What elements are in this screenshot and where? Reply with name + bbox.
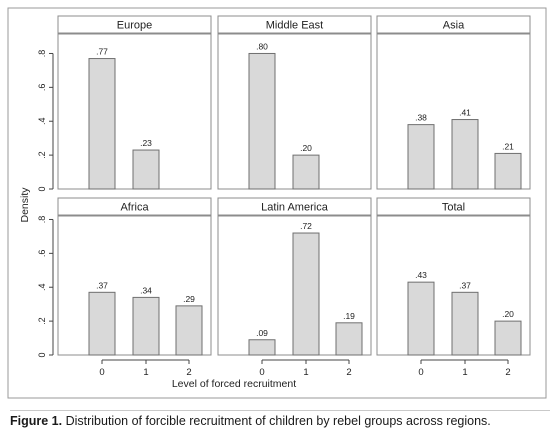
panel-title-box-latin-america xyxy=(217,197,372,216)
figure-caption-text: Distribution of forcible recruitment of … xyxy=(65,414,491,428)
bar-label-latin-america-1: .72 xyxy=(300,221,312,231)
x-tick-label-col3-0: 0 xyxy=(418,367,423,378)
panel-title-asia: Asia xyxy=(443,20,465,32)
bar-asia-0 xyxy=(407,124,435,190)
bar-label-total-2: .20 xyxy=(502,309,514,319)
panel-title-box-total xyxy=(376,197,531,216)
bar-label-europe-1: .23 xyxy=(140,138,152,148)
x-tick-label-col1-2: 2 xyxy=(186,367,191,378)
bar-label-europe-0: .77 xyxy=(96,47,108,57)
bar-latin-america-1 xyxy=(292,232,320,356)
x-tick-label-col2-1: 1 xyxy=(303,367,308,378)
bar-latin-america-2 xyxy=(335,322,363,356)
y-tick-label-row1: .2 xyxy=(37,151,47,159)
x-tick-label-col3-2: 2 xyxy=(505,367,510,378)
y-tick-label-row2: .6 xyxy=(37,250,47,258)
y-tick-label-row2: .2 xyxy=(37,317,47,325)
bar-asia-2 xyxy=(494,152,522,190)
bar-label-asia-1: .41 xyxy=(459,108,471,118)
y-tick-label-row2: 0 xyxy=(37,352,47,357)
bar-label-middle-east-1: .20 xyxy=(300,143,312,153)
x-tick-label-col2-2: 2 xyxy=(346,367,351,378)
bar-label-africa-0: .37 xyxy=(96,280,108,290)
bar-africa-1 xyxy=(132,296,160,356)
bar-label-total-1: .37 xyxy=(459,280,471,290)
bar-label-latin-america-2: .19 xyxy=(343,311,355,321)
bar-middle-east-0 xyxy=(248,52,276,190)
x-tick-label-col1-0: 0 xyxy=(99,367,104,378)
bar-africa-0 xyxy=(88,291,116,356)
bar-asia-1 xyxy=(451,119,479,190)
bar-label-total-0: .43 xyxy=(415,270,427,280)
caption-divider xyxy=(10,410,550,411)
figure-caption: Figure 1. Distribution of forcible recru… xyxy=(10,414,550,428)
y-tick-label-row1: .6 xyxy=(37,84,47,92)
bar-total-0 xyxy=(407,281,435,356)
panel-title-total: Total xyxy=(442,202,465,214)
bar-latin-america-0 xyxy=(248,339,276,356)
bar-middle-east-1 xyxy=(292,154,320,190)
bar-total-1 xyxy=(451,291,479,356)
y-tick-label-row2: .4 xyxy=(37,283,47,291)
y-tick-label-row2: .8 xyxy=(37,216,47,224)
panel-title-box-asia xyxy=(376,15,531,34)
bar-label-asia-2: .21 xyxy=(502,141,514,151)
bar-europe-0 xyxy=(88,58,116,190)
figure-label: Figure 1. xyxy=(10,414,63,428)
bar-label-africa-1: .34 xyxy=(140,285,152,295)
panel-title-africa: Africa xyxy=(120,202,149,214)
panel-title-europe: Europe xyxy=(117,20,152,32)
bar-europe-1 xyxy=(132,149,160,190)
bar-label-asia-0: .38 xyxy=(415,113,427,123)
y-tick-label-row1: 0 xyxy=(37,186,47,191)
x-tick-label-col1-1: 1 xyxy=(143,367,148,378)
x-axis-title: Level of forced recruitment xyxy=(172,378,296,390)
panel-title-middle-east: Middle East xyxy=(266,20,323,32)
bar-label-latin-america-0: .09 xyxy=(256,328,268,338)
x-tick-label-col2-0: 0 xyxy=(259,367,264,378)
panel-title-box-middle-east xyxy=(217,15,372,34)
panel-title-box-africa xyxy=(57,197,212,216)
panel-title-box-europe xyxy=(57,15,212,34)
bar-africa-2 xyxy=(175,305,203,356)
bar-label-africa-2: .29 xyxy=(183,294,195,304)
y-tick-label-row1: .4 xyxy=(37,117,47,125)
bar-label-middle-east-0: .80 xyxy=(256,41,268,51)
y-tick-label-row1: .8 xyxy=(37,50,47,58)
bar-total-2 xyxy=(494,320,522,356)
panel-title-latin-america: Latin America xyxy=(261,202,329,214)
x-tick-label-col3-1: 1 xyxy=(462,367,467,378)
chart-frame xyxy=(7,7,547,399)
y-axis-title: Density xyxy=(19,187,31,223)
